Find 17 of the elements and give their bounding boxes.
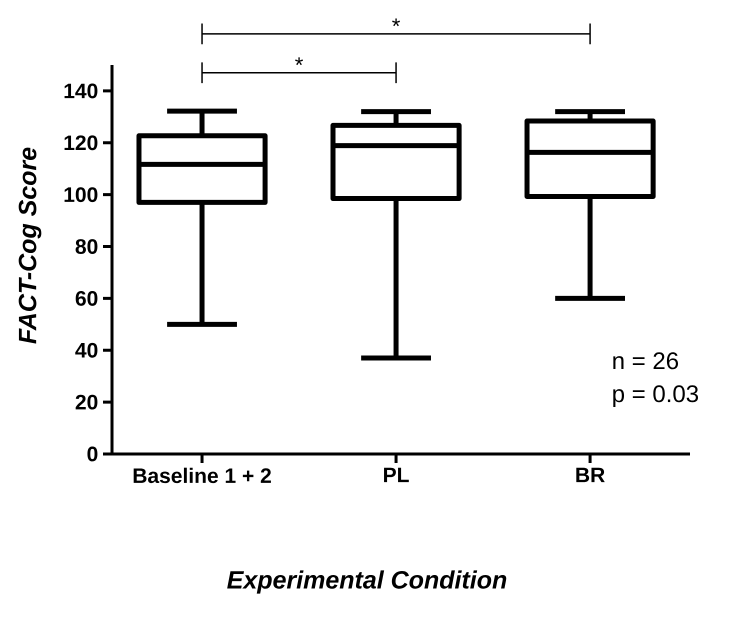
annotation: n = 26 xyxy=(613,352,678,370)
text: * xyxy=(392,18,400,26)
x-tick-label: BR xyxy=(576,468,605,482)
x-tick-label: Baseline 1 + 2 xyxy=(134,468,271,484)
x-axis-title: Experimental Condition xyxy=(227,570,506,594)
y-tick-label: 80 xyxy=(76,239,98,254)
annotation: * xyxy=(295,57,303,66)
y-axis-title: FACT-Cog Score xyxy=(18,148,42,344)
y-tick-label: 100 xyxy=(64,187,98,202)
y-tick-label: 0 xyxy=(87,446,98,462)
y-tick-label: 60 xyxy=(76,290,98,306)
x-tick-label: PL xyxy=(384,468,409,482)
y-tick-label: 40 xyxy=(75,342,98,358)
y-tick-label: 120 xyxy=(64,135,98,150)
y-tick-label: 140 xyxy=(64,83,98,98)
annotation: p = 0.03 xyxy=(613,385,698,408)
y-tick-label: 20 xyxy=(76,394,98,410)
